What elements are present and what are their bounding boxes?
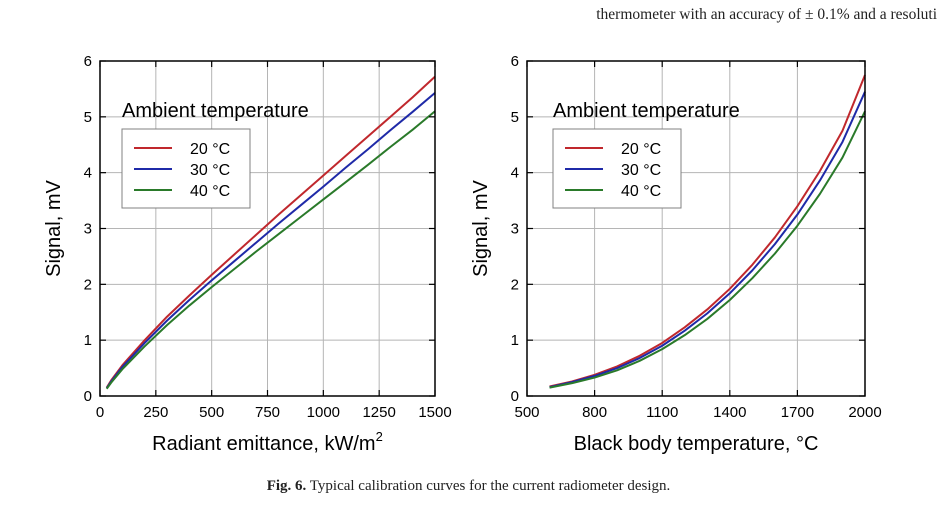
x-tick-label: 2000 <box>848 404 881 421</box>
y-tick-label: 0 <box>511 388 519 405</box>
legend-entry-3: 40 °C <box>190 183 230 200</box>
caption-text: Typical calibration curves for the curre… <box>306 478 671 494</box>
x-tick-label: 1400 <box>713 404 746 421</box>
legend-entry-2: 30 °C <box>190 162 230 179</box>
y-tick-label: 6 <box>84 53 92 70</box>
series-line-1 <box>105 75 436 389</box>
legend-entry-3: 40 °C <box>621 183 661 200</box>
series-line-3 <box>105 110 436 390</box>
series-line-3 <box>549 110 866 389</box>
body-text-fragment: thermometer with an accuracy of ± 0.1% a… <box>596 6 937 23</box>
x-axis-label: Black body temperature, °C <box>574 433 819 455</box>
series-line-2 <box>105 92 436 389</box>
y-tick-label: 1 <box>84 332 92 349</box>
x-tick-label: 1100 <box>646 404 678 421</box>
caption-label: Fig. 6. <box>266 478 307 494</box>
y-axis-label: Signal, mV <box>470 179 492 276</box>
y-tick-label: 2 <box>511 276 519 293</box>
x-tick-label: 1250 <box>362 404 395 421</box>
legend-entry-2: 30 °C <box>621 162 661 179</box>
y-tick-label: 1 <box>511 332 519 349</box>
x-tick-label: 250 <box>143 404 168 421</box>
x-tick-label: 1500 <box>418 404 451 421</box>
series-line-1 <box>549 74 866 388</box>
x-tick-label: 0 <box>96 404 104 421</box>
y-tick-label: 5 <box>84 109 92 126</box>
x-tick-label: 750 <box>255 404 280 421</box>
y-tick-label: 3 <box>511 221 519 238</box>
x-tick-label: 1000 <box>307 404 340 421</box>
y-tick-label: 4 <box>84 165 92 182</box>
chart-black-body-temperature: Ambient temperature 20 °C 30 °C 40 °C 500 800… <box>470 53 882 455</box>
y-tick-label: 3 <box>84 221 92 238</box>
x-axis-label: Radiant emittance, kW/m2 <box>152 429 383 455</box>
y-tick-label: 2 <box>84 276 92 293</box>
y-tick-label: 6 <box>511 53 519 70</box>
legend-title: Ambient temperature <box>553 100 740 122</box>
x-tick-label: 800 <box>582 404 607 421</box>
x-tick-label: 1700 <box>781 404 814 421</box>
y-axis-label: Signal, mV <box>43 179 65 276</box>
figure-caption: Fig. 6. Typical calibration curves for t… <box>0 478 937 495</box>
legend-entry-1: 20 °C <box>621 141 661 158</box>
y-tick-label: 0 <box>84 388 92 405</box>
y-tick-label: 5 <box>511 109 519 126</box>
series-line-2 <box>549 91 866 389</box>
y-tick-label: 4 <box>511 165 519 182</box>
x-tick-label: 500 <box>514 404 539 421</box>
legend-entry-1: 20 °C <box>190 141 230 158</box>
x-tick-label: 500 <box>199 404 224 421</box>
legend-title: Ambient temperature <box>122 100 309 122</box>
x-axis-label-superscript: 2 <box>376 429 383 444</box>
